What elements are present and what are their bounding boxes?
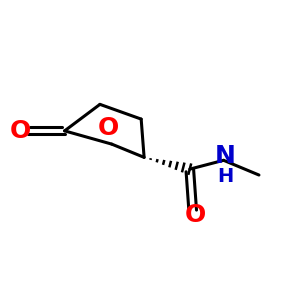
Text: N: N xyxy=(214,144,236,168)
Text: H: H xyxy=(217,167,233,186)
Text: O: O xyxy=(10,119,31,143)
Text: O: O xyxy=(185,203,206,227)
Text: O: O xyxy=(98,116,119,140)
